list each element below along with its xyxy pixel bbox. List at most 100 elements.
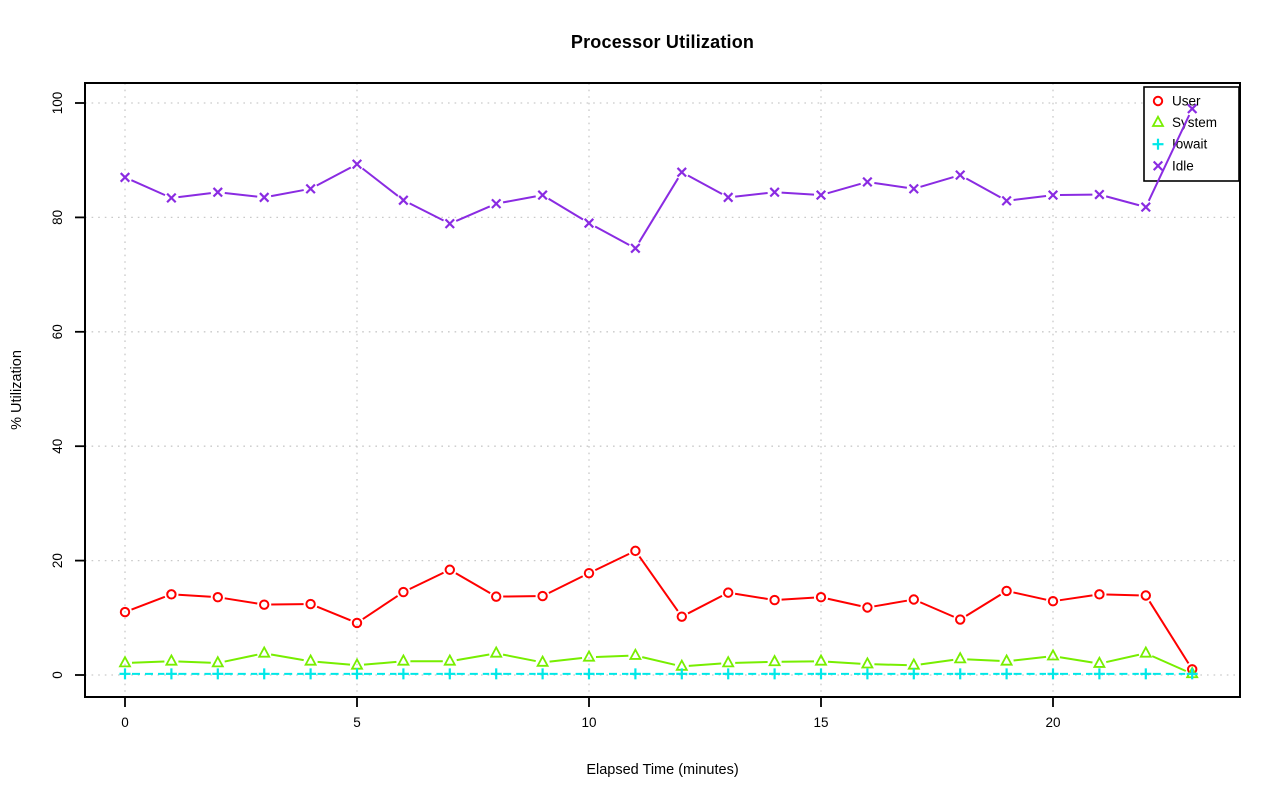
circle-marker [398,586,409,598]
x-marker [1047,190,1059,201]
circle-marker [723,587,734,598]
triangle-marker [164,653,178,666]
legend-item-iowait: Iowait [1152,137,1208,152]
circle-marker [955,614,966,625]
x-marker [908,183,919,194]
circle-marker [119,606,131,618]
x-marker [491,198,502,209]
triangle-marker [1139,645,1153,658]
plus-marker [212,668,224,680]
series-system [118,645,1199,679]
x-marker [119,172,131,183]
series-line [131,653,1187,672]
y-axis: 0 20 40 60 80 100 [50,92,85,679]
series-line [131,553,1190,664]
x-marker [955,169,966,181]
plus-marker [954,668,966,680]
y-tick-label: 80 [50,210,65,225]
series-idle [119,103,1198,254]
plus-marker [444,668,456,680]
series-markers [118,645,1199,679]
circle-marker [630,545,641,557]
plus-marker [815,668,827,680]
plus-marker [165,668,177,680]
x-marker [815,190,827,201]
x-marker [723,192,734,203]
triangle-marker [1092,655,1106,668]
plus-marker [908,668,920,680]
x-axis-label: Elapsed Time (minutes) [586,762,739,778]
legend-label: Iowait [1172,137,1208,152]
plus-marker [583,668,595,680]
series-line [130,114,1191,246]
triangle-marker [257,645,271,658]
plus-marker [490,668,502,680]
triangle-marker [489,645,503,658]
series-iowait [119,668,1198,680]
legend-item-idle: Idle [1152,158,1194,173]
x-marker [1187,103,1198,114]
triangle-marker [628,647,642,660]
triangle-marker [907,657,921,670]
circle-marker [1140,590,1152,601]
x-marker [769,187,780,198]
series-markers [119,103,1198,254]
legend-label: System [1172,115,1217,130]
plus-marker [769,668,781,680]
circle-marker [1001,585,1012,597]
y-tick-label: 40 [50,439,65,454]
series-markers [119,545,1198,675]
circle-marker [305,598,316,610]
circle-marker [537,590,548,602]
triangle-marker [536,654,550,667]
x-marker [676,167,687,178]
circle-marker [259,599,270,610]
x-marker [351,159,363,170]
x-marker [444,218,455,229]
x-tick-label: 15 [813,715,828,730]
triangle-marker [768,654,782,667]
triangle-marker [1000,653,1014,666]
triangle-marker [1046,648,1060,661]
plus-marker [1186,668,1198,680]
circle-marker [815,592,827,603]
legend-label: User [1172,94,1201,109]
x-marker [305,183,316,194]
legend: User System Iowait Idle [1143,86,1240,182]
circle-marker [212,592,224,603]
circle-marker [1094,589,1105,600]
plus-marker [1152,138,1164,150]
circle-marker [583,567,595,579]
plus-marker [1093,668,1105,680]
plus-marker [258,668,270,680]
circle-marker [908,594,919,605]
legend-label: Idle [1172,158,1194,173]
legend-box [1143,86,1240,182]
x-tick-label: 10 [581,715,596,730]
plus-marker [119,668,131,680]
plot-border [84,82,1241,698]
triangle-marker [443,653,457,666]
x-marker [166,192,177,204]
legend-item-user: User [1152,94,1201,109]
circle-marker [769,594,780,606]
triangle-marker [582,649,596,662]
x-marker [1140,202,1151,213]
triangle-marker [721,655,735,668]
y-tick-label: 0 [50,671,65,679]
plus-marker [676,668,688,680]
triangle-marker [814,653,828,666]
plus-marker [397,668,409,680]
circle-marker [491,591,502,602]
series-markers [119,668,1198,680]
triangle-marker [396,653,410,666]
plus-marker [1140,668,1152,680]
plus-marker [1047,668,1059,680]
triangle-marker [1151,114,1165,127]
plus-marker [537,668,549,680]
triangle-marker [304,653,318,666]
chart-title: Processor Utilization [570,32,755,52]
gridlines [85,83,1240,697]
